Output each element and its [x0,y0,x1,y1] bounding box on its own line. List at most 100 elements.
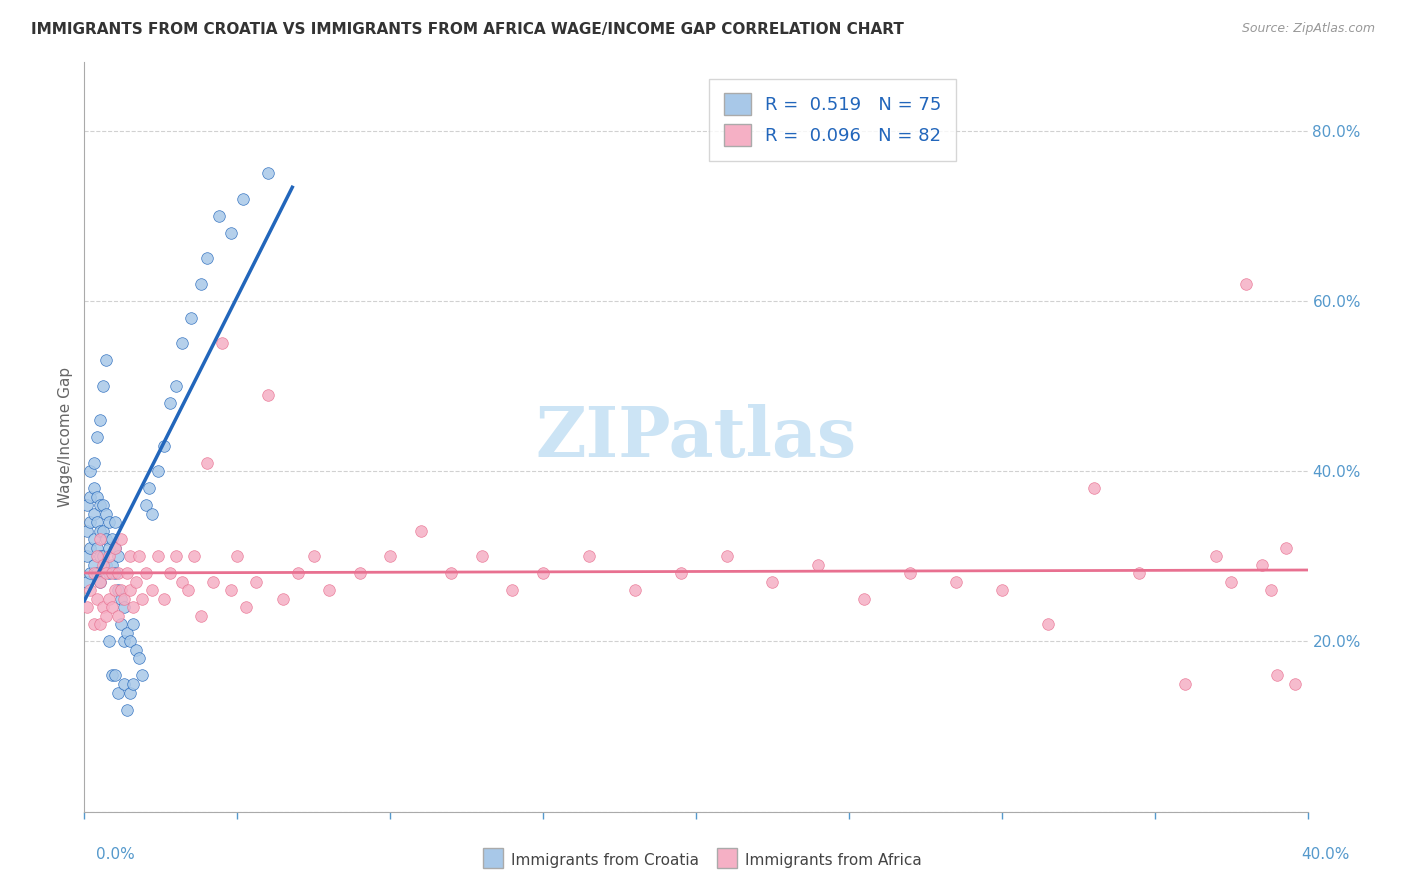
Point [1284,677,1306,691]
Point [97,591,120,606]
Point [115,702,138,716]
Point [125,574,148,589]
Point [97,634,120,648]
Point [101,566,124,581]
Point [1083,481,1105,495]
Point [165,379,187,393]
Point [112,677,135,691]
Point [716,549,738,564]
Point [83,566,105,581]
Point [287,566,309,581]
Point [107,685,129,699]
Point [91,558,114,572]
Point [120,634,142,648]
Point [94,558,117,572]
Point [107,583,129,598]
Point [110,583,132,598]
Point [94,353,117,368]
Point [97,549,120,564]
Point [76,574,98,589]
Point [219,226,242,240]
Point [257,166,280,180]
Point [195,456,218,470]
Point [190,277,212,291]
Point [1220,574,1243,589]
Point [138,481,160,495]
Point [104,566,127,581]
Point [83,558,105,572]
Point [110,533,132,547]
Point [898,566,921,581]
Text: 0.0%: 0.0% [96,847,135,862]
Point [89,574,111,589]
Point [172,574,194,589]
Point [91,524,114,538]
Point [471,549,494,564]
Point [945,574,967,589]
Point [172,336,194,351]
Point [624,583,647,598]
Point [112,600,135,615]
Point [97,541,120,555]
Text: IMMIGRANTS FROM CROATIA VS IMMIGRANTS FROM AFRICA WAGE/INCOME GAP CORRELATION CH: IMMIGRANTS FROM CROATIA VS IMMIGRANTS FR… [31,22,904,37]
Point [1205,549,1227,564]
Point [107,549,129,564]
Point [135,566,157,581]
Point [76,524,98,538]
Point [89,617,111,632]
Point [120,685,142,699]
Point [153,591,176,606]
Point [159,566,181,581]
Point [86,430,108,444]
Point [91,498,114,512]
Point [1260,583,1282,598]
Point [219,583,242,598]
Point [83,617,105,632]
Point [79,464,101,478]
Point [235,600,257,615]
Point [183,549,205,564]
Point [110,591,132,606]
Text: ZIPatlas: ZIPatlas [536,403,856,471]
Point [208,209,231,223]
Point [86,549,108,564]
Point [502,583,524,598]
Point [195,252,218,266]
Point [146,464,169,478]
Point [226,549,249,564]
Point [79,583,101,598]
Point [122,600,145,615]
Point [380,549,402,564]
Point [91,379,114,393]
Point [89,498,111,512]
Point [101,558,124,572]
Point [302,549,325,564]
Point [112,634,135,648]
Point [245,574,267,589]
Point [318,583,340,598]
Point [83,456,105,470]
Point [76,600,98,615]
Point [89,524,111,538]
Point [153,439,176,453]
Text: 40.0%: 40.0% [1302,847,1350,862]
Point [1265,668,1288,682]
Point [107,566,129,581]
Point [1275,541,1298,555]
Point [440,566,463,581]
Legend: R =  0.519   N = 75, R =  0.096   N = 82: R = 0.519 N = 75, R = 0.096 N = 82 [709,79,956,161]
Point [83,507,105,521]
Point [211,336,233,351]
Point [101,600,124,615]
Point [94,533,117,547]
Point [89,574,111,589]
Point [101,533,124,547]
Point [86,541,108,555]
Point [122,677,145,691]
Point [86,515,108,529]
Point [128,651,150,665]
Point [991,583,1014,598]
Point [76,498,98,512]
Point [409,524,432,538]
Point [79,515,101,529]
